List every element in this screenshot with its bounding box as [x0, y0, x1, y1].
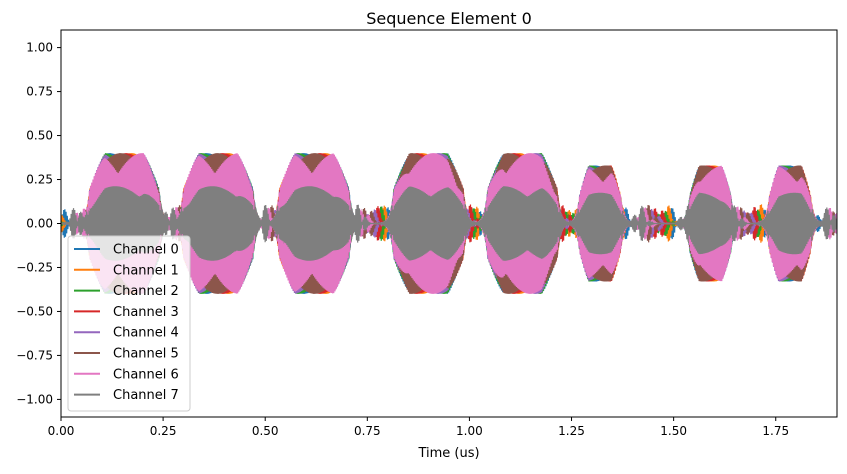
legend: Channel 0 Channel 1 Channel 2 Channel 3 Chan… — [67, 235, 191, 412]
x-tick-label-6: 1.50 — [660, 424, 687, 438]
y-tick-label-3: 0.25 — [26, 173, 53, 187]
y-tick-label-6: −0.50 — [16, 304, 53, 318]
y-tick-label-7: −0.75 — [16, 348, 53, 362]
chart-title: Sequence Element 0 — [366, 9, 532, 28]
y-tick-label-2: 0.50 — [26, 129, 53, 143]
y-tick-label-0: 1.00 — [26, 41, 53, 55]
y-tick-label-4: 0.00 — [26, 217, 53, 231]
y-tick-label-5: −0.25 — [16, 260, 53, 274]
x-tick-label-0: 0.00 — [48, 424, 75, 438]
legend-label-4: Channel 4 — [113, 326, 179, 341]
x-tick-label-5: 1.25 — [558, 424, 585, 438]
x-tick-label-1: 0.25 — [150, 424, 177, 438]
legend-label-2: Channel 2 — [113, 284, 179, 299]
x-axis-label: Time (us) — [417, 446, 479, 461]
x-tick-label-7: 1.75 — [762, 424, 789, 438]
x-tick-label-2: 0.50 — [252, 424, 279, 438]
legend-label-5: Channel 5 — [113, 347, 179, 362]
legend-label-3: Channel 3 — [113, 305, 179, 320]
y-tick-label-8: −1.00 — [16, 392, 53, 406]
y-tick-label-1: 0.75 — [26, 85, 53, 99]
x-tick-label-4: 1.00 — [456, 424, 483, 438]
legend-box — [67, 235, 191, 412]
x-axis-ticks: 0.00 0.25 0.50 0.75 1.00 1.25 1.50 1.75 — [48, 417, 789, 438]
x-tick-label-3: 0.75 — [354, 424, 381, 438]
legend-label-6: Channel 6 — [113, 367, 179, 382]
series-line-7 — [61, 186, 837, 261]
y-axis-ticks: 1.00 0.75 0.50 0.25 0.00 −0.25 −0.50 −0.75 −1.00 — [16, 41, 61, 406]
legend-label-7: Channel 7 — [113, 388, 179, 403]
legend-label-0: Channel 0 — [113, 243, 179, 258]
legend-label-1: Channel 1 — [113, 263, 179, 278]
legend-items: Channel 0 Channel 1 Channel 2 Channel 3 Chan… — [74, 243, 179, 403]
